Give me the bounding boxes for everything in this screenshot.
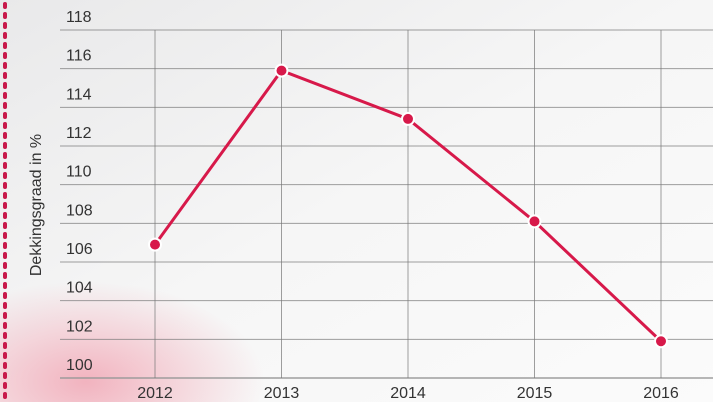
data-point (274, 63, 289, 78)
y-tick-label: 116 (66, 48, 92, 65)
y-tick-label: 118 (66, 9, 92, 26)
y-tick-label: 108 (66, 202, 93, 219)
y-tick-label: 104 (66, 280, 93, 297)
y-tick-label: 110 (66, 164, 92, 181)
x-tick-label: 2016 (643, 385, 679, 402)
y-tick-label: 102 (66, 318, 93, 335)
y-tick-label: 112 (66, 125, 92, 142)
y-tick-label: 114 (66, 86, 92, 103)
x-tick-label: 2012 (137, 385, 173, 402)
x-tick-label: 2013 (264, 385, 300, 402)
x-tick-label: 2015 (517, 385, 553, 402)
data-point (654, 334, 668, 349)
y-axis-label: Dekkingsgraad in % (28, 134, 45, 276)
x-tick-label: 2014 (390, 385, 426, 402)
y-tick-label: 106 (66, 241, 93, 258)
y-tick-label: 100 (66, 357, 93, 374)
data-point (401, 111, 415, 126)
data-point (527, 214, 542, 229)
data-point (148, 237, 162, 252)
